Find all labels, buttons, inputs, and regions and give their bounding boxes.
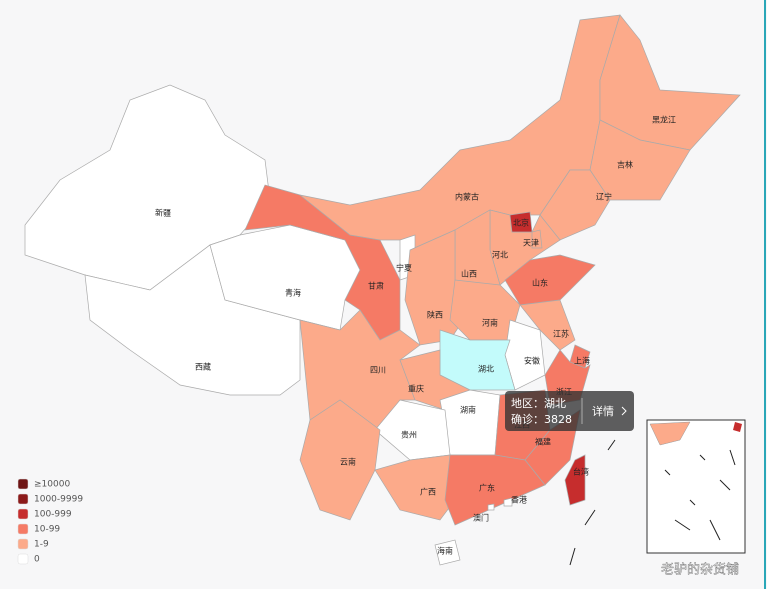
region-label: 新疆 [155, 208, 171, 218]
region[interactable] [519, 299, 576, 351]
tooltip-line: 地区：湖北 [511, 397, 566, 410]
region-label: 上海 [574, 356, 590, 366]
region-label: 黑龙江 [652, 115, 676, 125]
region-label: 山东 [532, 278, 548, 288]
legend: ≥10000 1000-9999 100-999 10-99 1-9 0 [17, 478, 83, 565]
region-label: 湖南 [460, 405, 476, 415]
tooltip[interactable]: 地区：湖北 确诊：3828 详情 [505, 391, 634, 431]
region[interactable] [84, 244, 301, 396]
details-link[interactable]: 详情 [592, 404, 614, 418]
region-label: 香港 [511, 495, 527, 505]
legend-label: 0 [34, 555, 40, 565]
region-label: 吉林 [617, 160, 633, 170]
legend-swatch [17, 493, 29, 505]
region-label: 台湾 [573, 467, 589, 477]
region[interactable] [531, 229, 543, 249]
region[interactable] [503, 497, 513, 507]
region-label: 天津 [523, 238, 539, 248]
legend-swatch [17, 538, 29, 550]
region-label: 四川 [370, 366, 386, 375]
legend-label: 10-99 [34, 525, 60, 535]
legend-label: 1000-9999 [34, 495, 83, 505]
region-label: 北京 [513, 218, 529, 228]
region-label: 贵州 [401, 430, 417, 440]
watermark: 老驴的杂货铺 [661, 562, 739, 578]
inset-coast [649, 421, 691, 446]
tooltip-box [505, 391, 634, 431]
chevron [621, 406, 627, 416]
region-label: 重庆 [408, 384, 424, 394]
region-label: 甘肃 [368, 281, 384, 291]
legend-swatch [17, 523, 29, 535]
legend-swatch [17, 508, 29, 520]
dash-line [569, 439, 616, 566]
region[interactable] [564, 454, 586, 506]
region-label: 河北 [492, 250, 508, 260]
region-label: 湖北 [478, 365, 494, 374]
region-label: 江苏 [553, 329, 569, 339]
region-label: 澳门 [473, 513, 489, 523]
region-label: 辽宁 [596, 192, 612, 202]
region[interactable] [374, 399, 451, 461]
region-label: 广西 [420, 487, 436, 497]
region[interactable] [299, 399, 381, 521]
regions [24, 14, 741, 566]
inset-taiwan [733, 422, 742, 432]
legend-label: 1-9 [34, 540, 49, 550]
region-label: 青海 [285, 288, 301, 298]
region[interactable] [487, 503, 495, 511]
region-label: 宁夏 [396, 263, 412, 273]
legend-label: ≥10000 [34, 480, 70, 490]
region-label: 河南 [482, 318, 498, 328]
inset [646, 419, 746, 554]
region-label: 广东 [479, 483, 495, 493]
region[interactable] [444, 454, 546, 526]
region-label: 福建 [535, 437, 551, 447]
inset-islands [664, 449, 736, 541]
region-label: 山西 [461, 269, 477, 279]
region-label: 海南 [437, 546, 453, 556]
legend-swatch [17, 553, 29, 565]
region-label: 安徽 [524, 356, 540, 366]
region-label: 陕西 [427, 310, 443, 320]
legend-swatch [17, 478, 29, 490]
region-label: 云南 [340, 457, 356, 467]
region-label: 西藏 [195, 362, 211, 372]
region-label: 内蒙古 [455, 192, 479, 202]
legend-label: 100-999 [34, 510, 72, 520]
region[interactable] [434, 539, 461, 566]
tooltip-line: 确诊：3828 [511, 412, 572, 426]
